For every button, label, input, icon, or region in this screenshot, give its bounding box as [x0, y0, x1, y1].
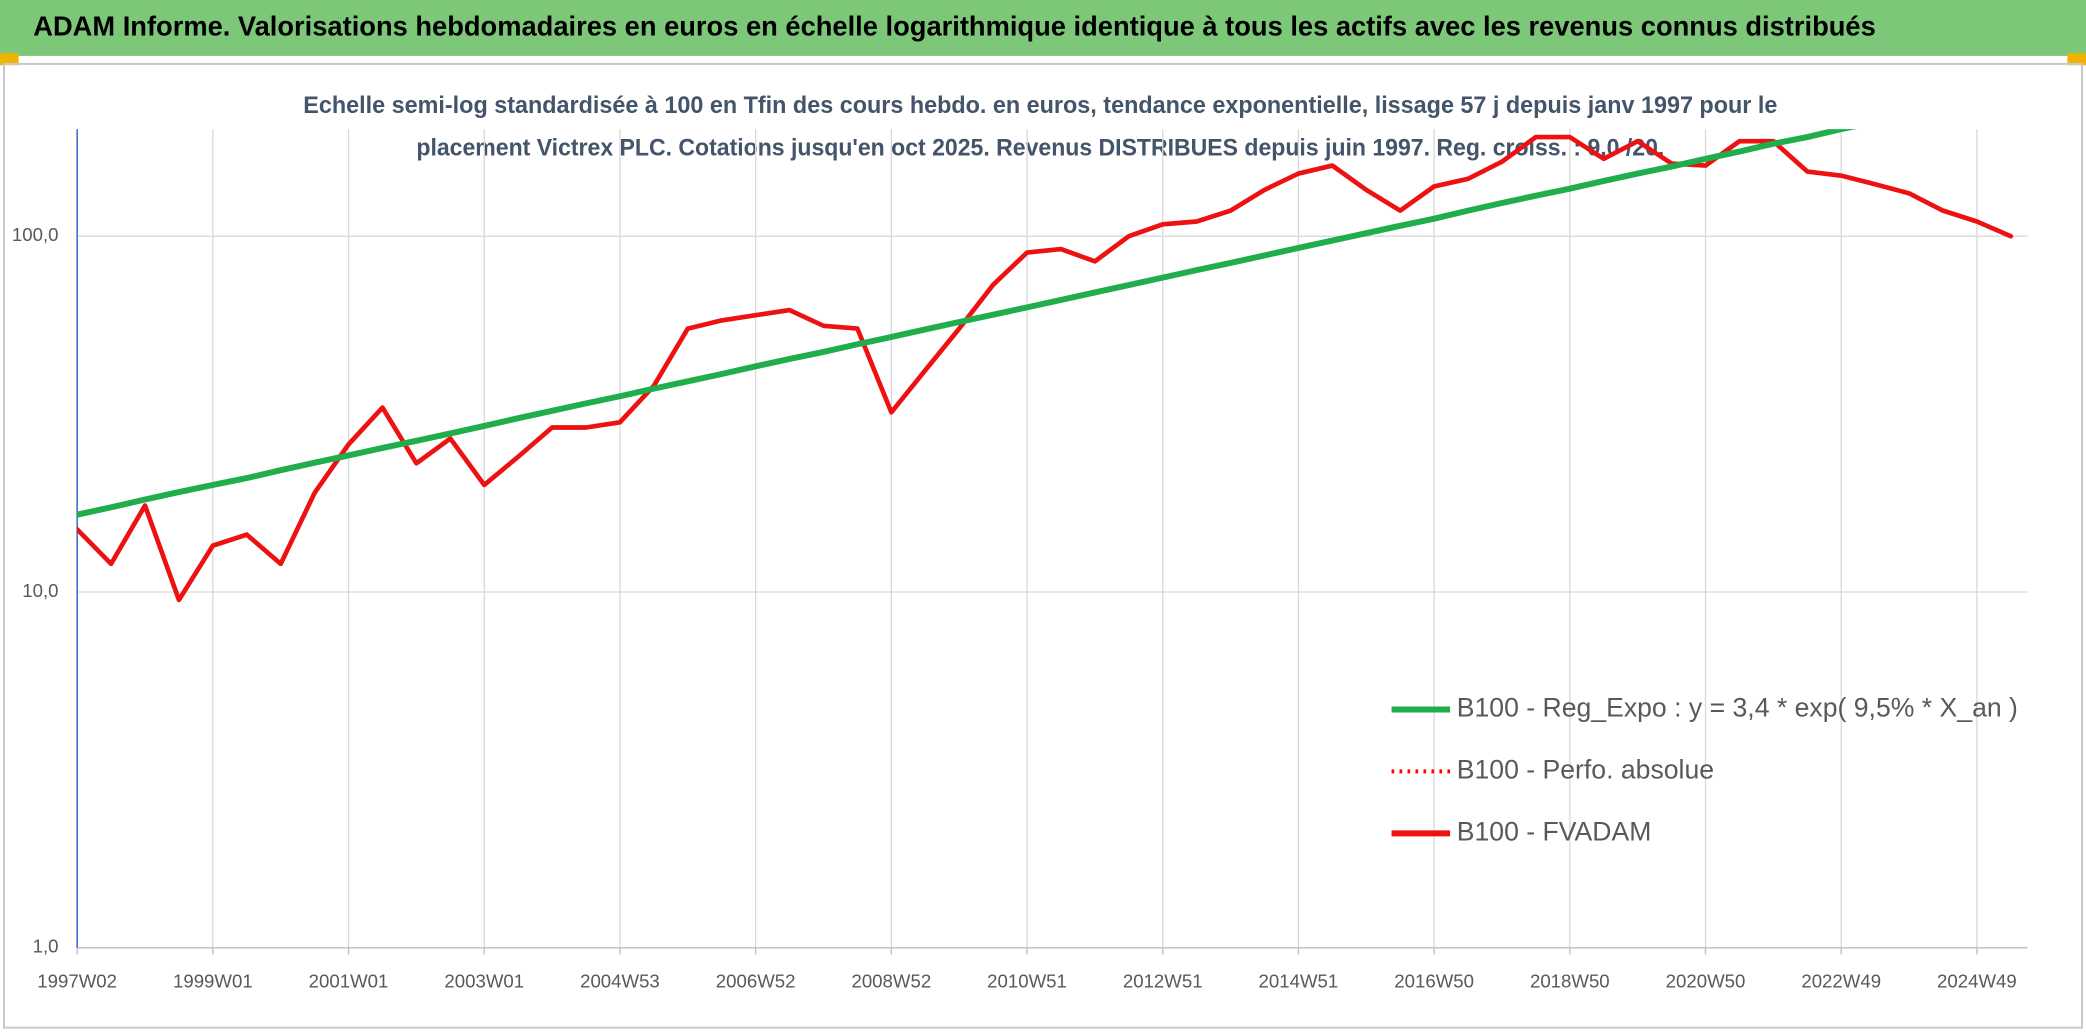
x-tick-label: 2014W51	[1259, 970, 1339, 991]
legend-label: B100 - Perfo. absolue	[1457, 754, 1714, 784]
x-tick-label: 2024W49	[1937, 970, 2017, 991]
x-tick-label: 2008W52	[851, 970, 931, 991]
y-tick-label: 10,0	[22, 580, 58, 601]
x-tick-label: 2001W01	[309, 970, 389, 991]
x-tick-label: 2010W51	[987, 970, 1067, 991]
corner-marker	[0, 53, 19, 66]
header-band	[0, 0, 2086, 56]
x-tick-label: 1999W01	[173, 970, 253, 991]
x-tick-label: 2016W50	[1394, 970, 1474, 991]
chart-subtitle: placement Victrex PLC. Cotations jusqu'e…	[416, 134, 1664, 161]
corner-marker	[2067, 53, 2086, 66]
x-tick-label: 2004W53	[580, 970, 660, 991]
x-tick-label: 1997W02	[37, 970, 117, 991]
y-tick-label: 100,0	[12, 224, 59, 245]
chart-subtitle: Echelle semi-log standardisée à 100 en T…	[303, 92, 1777, 119]
chart-title: ADAM Informe. Valorisations hebdomadaire…	[33, 10, 1876, 41]
y-tick-label: 1,0	[33, 936, 59, 957]
data-line	[77, 129, 1857, 518]
x-tick-label: 2022W49	[1801, 970, 1881, 991]
x-tick-label: 2006W52	[716, 970, 796, 991]
panel-border	[2, 62, 2084, 1029]
plot-area	[77, 129, 2014, 603]
legend-label: B100 - Reg_Expo : y = 3,4 * exp( 9,5% * …	[1457, 693, 2018, 723]
x-tick-label: 2020W50	[1666, 970, 1746, 991]
x-tick-label: 2018W50	[1530, 970, 1610, 991]
legend-label: B100 - FVADAM	[1457, 816, 1652, 846]
x-tick-label: 2003W01	[444, 970, 524, 991]
x-tick-label: 2012W51	[1123, 970, 1203, 991]
